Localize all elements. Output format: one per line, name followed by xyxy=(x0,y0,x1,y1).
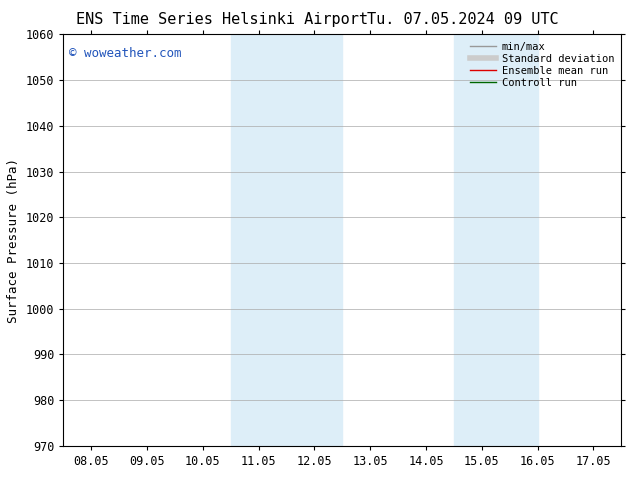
Bar xyxy=(231,34,342,446)
Text: © woweather.com: © woweather.com xyxy=(69,47,181,60)
Text: ENS Time Series Helsinki Airport: ENS Time Series Helsinki Airport xyxy=(76,12,368,27)
Text: Tu. 07.05.2024 09 UTC: Tu. 07.05.2024 09 UTC xyxy=(367,12,559,27)
Y-axis label: Surface Pressure (hPa): Surface Pressure (hPa) xyxy=(8,158,20,322)
Bar xyxy=(454,34,538,446)
Legend: min/max, Standard deviation, Ensemble mean run, Controll run: min/max, Standard deviation, Ensemble me… xyxy=(468,40,616,90)
